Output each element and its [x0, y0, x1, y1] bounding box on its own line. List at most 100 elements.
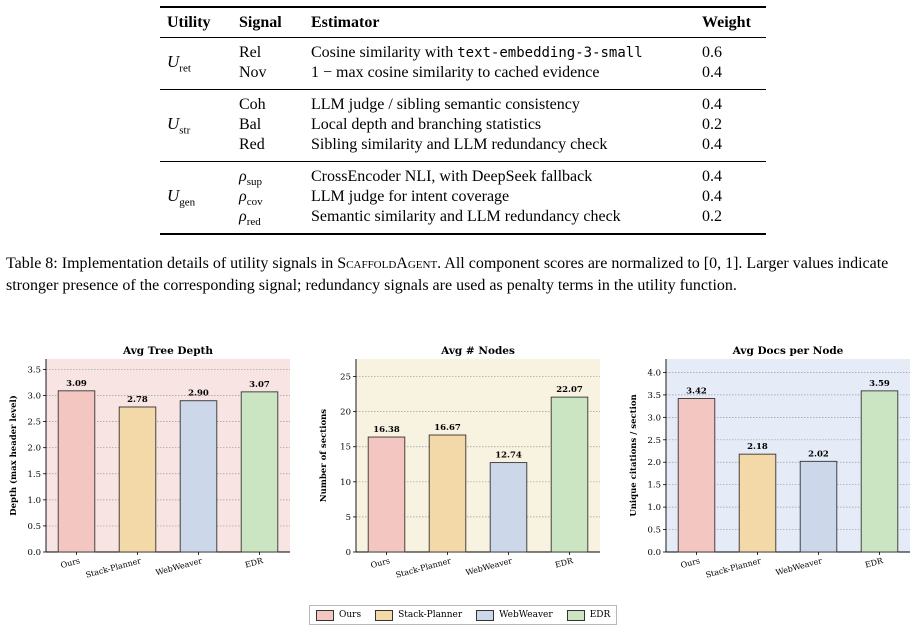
utility-name: Ugen [167, 185, 196, 209]
table-cell-signal: Nov [239, 64, 267, 81]
y-tick-label: 0.5 [27, 522, 41, 532]
y-tick-label: 4.0 [647, 368, 661, 378]
bar [489, 462, 528, 553]
bar-value-label: 2.02 [808, 449, 829, 459]
y-tick-label: 0.0 [27, 548, 41, 558]
table-group-rule [160, 161, 766, 162]
legend-item: Ours [316, 609, 362, 621]
table-top-rule [160, 6, 766, 8]
bar-value-label: 3.07 [249, 380, 270, 390]
bar-value-label: 3.42 [686, 386, 707, 396]
chart-svg: Avg Docs per Node 0.0 0.5 1.0 1.5 2.0 2.5 3.0 3.… [629, 345, 910, 580]
y-tick-label: 1.0 [27, 496, 41, 506]
legend-swatch [566, 609, 585, 621]
legend-item: WebWeaver [476, 609, 553, 621]
y-tick-label: 15 [340, 443, 351, 453]
legend-swatch [316, 609, 334, 621]
table-cell-signal: Bal [239, 116, 262, 133]
table-cell-weight: 0.4 [702, 168, 722, 185]
table-cell-signal: Rel [239, 44, 262, 61]
utility-name: Ustr [167, 113, 191, 137]
y-tick-label: 0.0 [647, 548, 661, 558]
table-cell-signal: ρcov [239, 188, 263, 209]
header-utility: Utility [167, 14, 211, 31]
bar-value-label: 2.90 [188, 389, 209, 399]
bar [550, 396, 589, 553]
bar-value-label: 2.78 [127, 395, 148, 405]
table-cell-estimator: CrossEncoder NLI, with DeepSeek fallback [311, 168, 593, 185]
table-cell-weight: 0.4 [702, 188, 722, 205]
bar-value-label: 2.18 [747, 442, 768, 452]
y-tick-label: 2.5 [27, 418, 41, 428]
chart-title: Avg # Nodes [440, 345, 515, 357]
y-tick-label: 3.5 [27, 365, 41, 375]
x-tick-label: EDR [244, 556, 265, 570]
bar [240, 391, 279, 553]
table-header-row: Utility Signal Estimator Weight [160, 8, 766, 37]
bar-value-label: 16.67 [434, 423, 461, 433]
table-header-rule [160, 37, 766, 38]
chart-avg-tree-depth: Avg Tree Depth 0.0 0.5 1.0 1.5 2.0 2.5 3.0 3.5 De… [4, 345, 294, 585]
table-group-structure: Ustr Coh Bal Red LLM judge / sibling sem… [160, 90, 766, 161]
chart-title: Avg Docs per Node [732, 345, 844, 357]
header-weight: Weight [702, 14, 751, 31]
table-cell-signal: ρred [239, 208, 261, 229]
legend-label: EDR [589, 610, 611, 620]
y-tick-label: 10 [340, 478, 351, 488]
y-tick-label: 3.0 [647, 413, 661, 423]
chart-avg-docs-per-node: Avg Docs per Node 0.0 0.5 1.0 1.5 2.0 2.5 3.0 3.… [624, 345, 914, 585]
legend-swatch [476, 609, 495, 621]
utility-table: Utility Signal Estimator Weight Uret Rel… [160, 6, 766, 235]
bar-value-label: 12.74 [495, 451, 522, 461]
table-cell-weight: 0.4 [702, 136, 722, 153]
bar [428, 434, 467, 553]
y-tick-label: 2.0 [647, 458, 661, 468]
y-tick-label: 0.5 [647, 526, 661, 536]
legend-label: Ours [339, 610, 362, 620]
x-tick-label: Ours [370, 556, 391, 570]
x-tick-label: Stack-Planner [85, 556, 142, 579]
bar [118, 406, 157, 553]
table-group-retrieval: Uret Rel Nov Cosine similarity with text… [160, 38, 766, 89]
table-group-rule [160, 89, 766, 90]
bar-value-label: 3.59 [869, 379, 890, 389]
chart-svg: Avg # Nodes 0 5 10 15 20 25 Number of sections 1… [319, 345, 600, 580]
x-tick-label: Ours [680, 556, 701, 570]
chart-title: Avg Tree Depth [122, 345, 213, 357]
x-tick-label: Stack-Planner [705, 556, 762, 579]
table-cell-signal: Coh [239, 96, 266, 113]
table-cell-signal: ρsup [239, 168, 262, 189]
bar [860, 390, 899, 553]
y-tick-label: 0 [346, 548, 351, 558]
chart-svg: Avg Tree Depth 0.0 0.5 1.0 1.5 2.0 2.5 3.0 3.5 De… [8, 345, 290, 580]
x-tick-label: WebWeaver [465, 556, 513, 577]
bar [57, 390, 96, 553]
y-tick-label: 3.0 [27, 392, 41, 402]
bar [677, 398, 716, 553]
y-tick-label: 1.0 [647, 503, 661, 513]
table-cell-weight: 0.6 [702, 44, 722, 61]
x-tick-label: Stack-Planner [395, 556, 452, 579]
table-cell-estimator: Local depth and branching statistics [311, 116, 542, 133]
y-tick-label: 3.5 [647, 391, 661, 401]
utility-name: Uret [167, 51, 191, 75]
table-cell-signal: Red [239, 136, 265, 153]
y-axis-label: Depth (max header level) [8, 395, 19, 515]
table-cell-estimator: Semantic similarity and LLM redundancy c… [311, 208, 621, 225]
table-cell-weight: 0.2 [702, 208, 722, 225]
y-tick-label: 20 [340, 408, 351, 418]
legend-label: WebWeaver [499, 610, 553, 620]
bar-value-label: 22.07 [556, 385, 583, 395]
legend-item: EDR [566, 609, 611, 621]
table-bottom-rule [160, 233, 766, 235]
y-axis-label: Number of sections [319, 409, 329, 502]
table-cell-estimator: Sibling similarity and LLM redundancy ch… [311, 136, 608, 153]
bar [738, 453, 777, 553]
table-cell-estimator: LLM judge for intent coverage [311, 188, 510, 205]
table-cell-estimator: 1 − max cosine similarity to cached evid… [311, 64, 600, 81]
x-tick-label: WebWeaver [775, 556, 823, 577]
bar-value-label: 3.09 [66, 379, 87, 389]
y-axis-label: Unique citations / section [629, 394, 639, 516]
y-tick-label: 25 [340, 373, 351, 383]
bar [179, 400, 218, 553]
